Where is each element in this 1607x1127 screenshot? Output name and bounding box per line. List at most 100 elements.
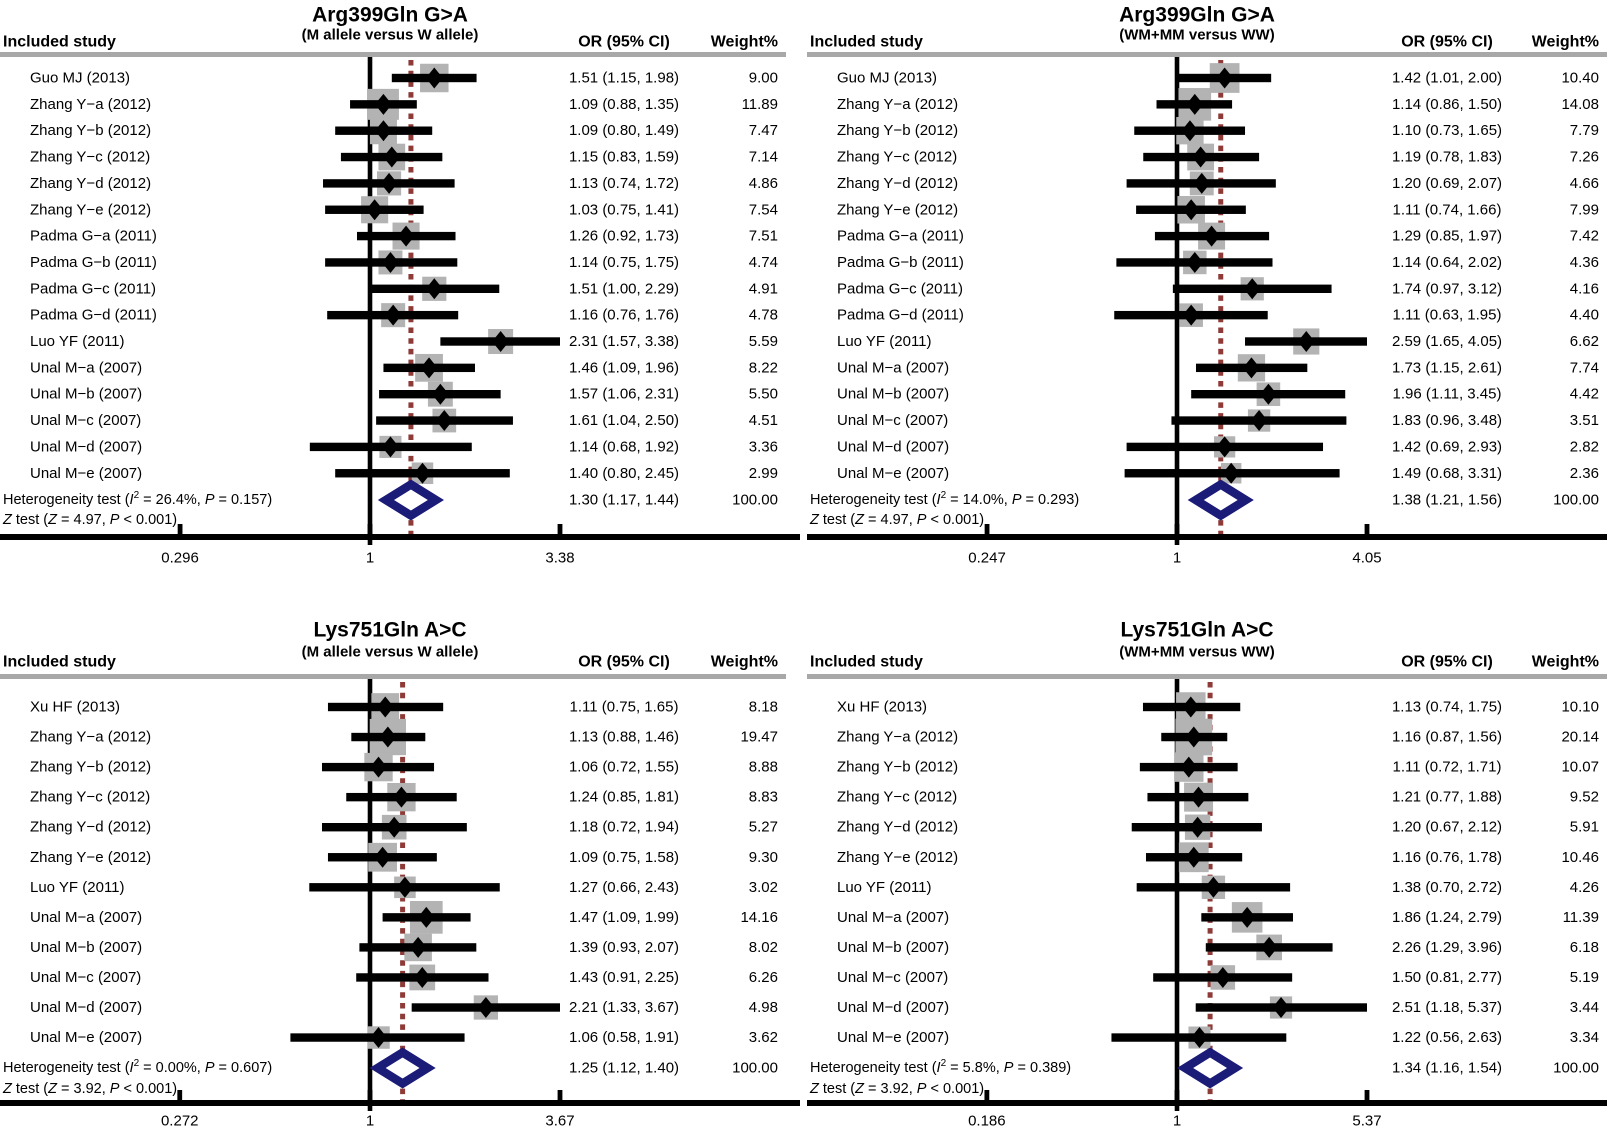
point-estimate-diamond bbox=[1250, 410, 1268, 432]
study-label: Zhang Y−b (2012) bbox=[30, 759, 151, 776]
study-row: Xu HF (2013) 1.11 (0.75, 1.65) 8.18 bbox=[30, 693, 778, 721]
study-row: Unal M−c (2007) 1.50 (0.81, 2.77) 5.19 bbox=[837, 965, 1599, 990]
point-estimate-diamond bbox=[381, 436, 399, 458]
point-estimate-diamond bbox=[381, 251, 399, 273]
or-ci-value: 1.20 (0.67, 2.12) bbox=[1392, 819, 1502, 836]
null-line bbox=[367, 679, 373, 1111]
study-row: Luo YF (2011) 2.59 (1.65, 4.05) 6.62 bbox=[837, 328, 1599, 355]
point-estimate-diamond bbox=[1243, 278, 1261, 300]
or-ci-value: 1.09 (0.80, 1.49) bbox=[569, 122, 679, 139]
weight-value: 8.22 bbox=[749, 359, 778, 376]
summary-weight: 100.00 bbox=[1553, 1060, 1599, 1077]
study-row: Unal M−b (2007) 1.39 (0.93, 2.07) 8.02 bbox=[30, 933, 778, 962]
study-label: Zhang Y−a (2012) bbox=[30, 729, 151, 746]
header-rule bbox=[807, 52, 1607, 57]
study-label: Zhang Y−a (2012) bbox=[837, 96, 958, 113]
study-row: Unal M−e (2007) 1.40 (0.80, 2.45) 2.99 bbox=[30, 462, 778, 485]
or-ci-value: 2.51 (1.18, 5.37) bbox=[1392, 999, 1502, 1016]
or-ci-value: 1.22 (0.56, 2.63) bbox=[1392, 1029, 1502, 1046]
or-ci-value: 1.83 (0.96, 3.48) bbox=[1392, 412, 1502, 429]
point-estimate-diamond bbox=[1180, 756, 1198, 778]
point-estimate-diamond bbox=[1185, 726, 1203, 748]
point-estimate-diamond bbox=[420, 357, 438, 379]
or-ci-value: 2.59 (1.65, 4.05) bbox=[1392, 333, 1502, 350]
study-label: Padma G−a (2011) bbox=[837, 228, 964, 245]
study-label: Guo MJ (2013) bbox=[30, 70, 130, 87]
weight-value: 7.47 bbox=[749, 122, 778, 139]
study-label: Zhang Y−d (2012) bbox=[837, 175, 958, 192]
point-estimate-diamond bbox=[385, 816, 403, 838]
point-estimate-diamond bbox=[384, 304, 402, 326]
summary-or-ci: 1.34 (1.16, 1.54) bbox=[1392, 1060, 1502, 1077]
point-estimate-diamond bbox=[1204, 876, 1222, 898]
study-row: Unal M−b (2007) 2.26 (1.29, 3.96) 6.18 bbox=[837, 934, 1599, 961]
column-header-weight: Weight% bbox=[711, 654, 778, 671]
null-line bbox=[367, 57, 373, 545]
point-estimate-diamond bbox=[380, 172, 398, 194]
study-row: Unal M−d (2007) 1.14 (0.68, 1.92) 3.36 bbox=[30, 435, 778, 458]
study-row: Zhang Y−e (2012) 1.11 (0.74, 1.66) 7.99 bbox=[837, 195, 1599, 224]
weight-value: 3.36 bbox=[749, 438, 778, 455]
or-ci-value: 1.09 (0.88, 1.35) bbox=[569, 96, 679, 113]
weight-value: 7.79 bbox=[1570, 122, 1599, 139]
study-label: Zhang Y−c (2012) bbox=[30, 149, 150, 166]
or-ci-value: 2.31 (1.57, 3.38) bbox=[569, 333, 679, 350]
study-row: Unal M−a (2007) 1.47 (1.09, 1.99) 14.16 bbox=[30, 901, 778, 934]
weight-value: 9.00 bbox=[749, 70, 778, 87]
study-row: Unal M−a (2007) 1.73 (1.15, 2.61) 7.74 bbox=[837, 354, 1599, 382]
weight-value: 8.83 bbox=[749, 789, 778, 806]
study-label: Zhang Y−e (2012) bbox=[837, 849, 958, 866]
study-label: Zhang Y−e (2012) bbox=[30, 849, 151, 866]
study-row: Zhang Y−c (2012) 1.19 (0.78, 1.83) 7.26 bbox=[837, 143, 1599, 171]
forest-plot-svg: Lys751Gln A>C (M allele versus W allele) I… bbox=[0, 619, 800, 1127]
study-row: Unal M−d (2007) 2.21 (1.33, 3.67) 4.98 bbox=[30, 995, 778, 1020]
point-estimate-diamond bbox=[366, 199, 384, 221]
study-row: Zhang Y−a (2012) 1.13 (0.88, 1.46) 19.47 bbox=[30, 718, 778, 756]
study-label: Unal M−c (2007) bbox=[30, 412, 141, 429]
weight-value: 9.52 bbox=[1570, 789, 1599, 806]
axis-tick-label: 1 bbox=[1173, 550, 1181, 567]
study-label: Unal M−b (2007) bbox=[837, 939, 949, 956]
study-row: Zhang Y−d (2012) 1.18 (0.72, 1.94) 5.27 bbox=[30, 814, 778, 840]
study-label: Unal M−c (2007) bbox=[837, 969, 948, 986]
column-header-or: OR (95% CI) bbox=[1401, 34, 1493, 51]
point-estimate-diamond bbox=[376, 696, 394, 718]
weight-value: 5.50 bbox=[749, 386, 778, 403]
or-ci-value: 1.16 (0.87, 1.56) bbox=[1392, 729, 1502, 746]
point-estimate-diamond bbox=[1259, 383, 1277, 405]
or-ci-value: 1.49 (0.68, 3.31) bbox=[1392, 465, 1502, 482]
study-row: Padma G−b (2011) 1.14 (0.75, 1.75) 4.74 bbox=[30, 250, 778, 275]
axis-line bbox=[0, 1100, 800, 1106]
weight-value: 3.44 bbox=[1570, 999, 1599, 1016]
or-ci-value: 1.14 (0.68, 1.92) bbox=[569, 438, 679, 455]
weight-value: 7.51 bbox=[749, 228, 778, 245]
study-row: Zhang Y−b (2012) 1.11 (0.72, 1.71) 10.07 bbox=[837, 752, 1599, 782]
or-ci-value: 1.11 (0.75, 1.65) bbox=[570, 699, 679, 716]
study-row: Padma G−d (2011) 1.16 (0.76, 1.76) 4.78 bbox=[30, 303, 778, 328]
weight-value: 2.36 bbox=[1570, 465, 1599, 482]
or-ci-value: 1.13 (0.88, 1.46) bbox=[569, 729, 679, 746]
study-label: Padma G−c (2011) bbox=[30, 280, 156, 297]
heterogeneity-text: Heterogeneity test (I2 = 26.4%, P = 0.15… bbox=[3, 490, 272, 509]
or-ci-value: 1.74 (0.97, 3.12) bbox=[1392, 280, 1502, 297]
axis-tick-label: 0.186 bbox=[968, 1113, 1006, 1127]
study-label: Unal M−d (2007) bbox=[837, 438, 949, 455]
point-estimate-diamond bbox=[1185, 846, 1203, 868]
study-label: Unal M−b (2007) bbox=[837, 386, 949, 403]
point-estimate-diamond bbox=[413, 966, 431, 988]
study-row: Zhang Y−e (2012) 1.16 (0.76, 1.78) 10.46 bbox=[837, 842, 1599, 873]
summary-diamond bbox=[377, 479, 444, 521]
heterogeneity-text: Heterogeneity test (I2 = 14.0%, P = 0.29… bbox=[810, 490, 1079, 509]
study-row: Unal M−e (2007) 1.22 (0.56, 2.63) 3.34 bbox=[837, 1026, 1599, 1049]
axis-tick-label: 0.247 bbox=[968, 550, 1006, 567]
point-estimate-diamond bbox=[1186, 251, 1204, 273]
point-estimate-diamond bbox=[379, 726, 397, 748]
point-estimate-diamond bbox=[1297, 331, 1315, 352]
weight-value: 4.51 bbox=[749, 412, 778, 429]
column-header-weight: Weight% bbox=[711, 34, 778, 51]
axis-tick-label: 1 bbox=[1173, 1113, 1181, 1127]
axis-line bbox=[807, 534, 1607, 540]
study-label: Unal M−a (2007) bbox=[837, 359, 949, 376]
study-row: Zhang Y−e (2012) 1.03 (0.75, 1.41) 7.54 bbox=[30, 196, 778, 224]
